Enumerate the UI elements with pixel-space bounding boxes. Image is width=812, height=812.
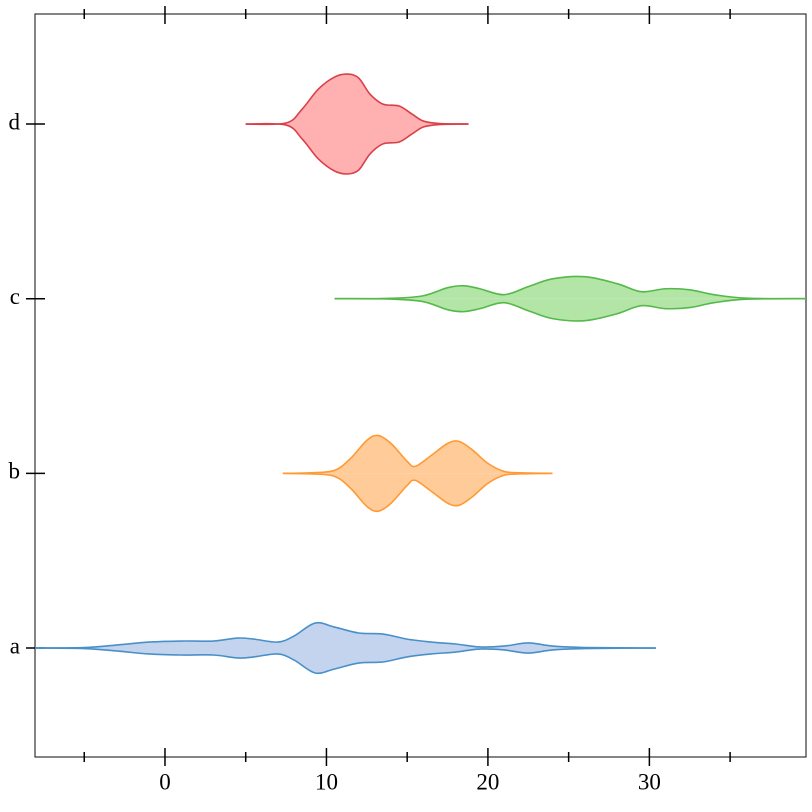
plot-frame [34,13,807,758]
violin-outline [282,434,553,475]
violin-fill [334,276,806,299]
violin-outline [34,621,656,649]
violin-outline [334,275,807,300]
y-tick-label: c [10,284,20,309]
violin-outline [282,472,553,513]
violin-outline [34,647,656,675]
violin-outline [334,297,807,322]
violin-fill [245,74,469,125]
violin-fill [282,473,553,512]
violin-fill [282,435,553,474]
y-tick-label: d [9,109,21,134]
violin-outline [245,73,469,126]
violin-outline [245,122,469,175]
x-tick-label: 20 [476,769,499,794]
y-tick-label: a [10,633,20,658]
x-tick-label: 30 [638,769,661,794]
violin-fill [245,123,469,175]
x-tick-label: 0 [159,769,171,794]
y-tick-label: b [9,459,21,484]
violin-fill [334,298,806,321]
x-tick-label: 10 [315,769,338,794]
